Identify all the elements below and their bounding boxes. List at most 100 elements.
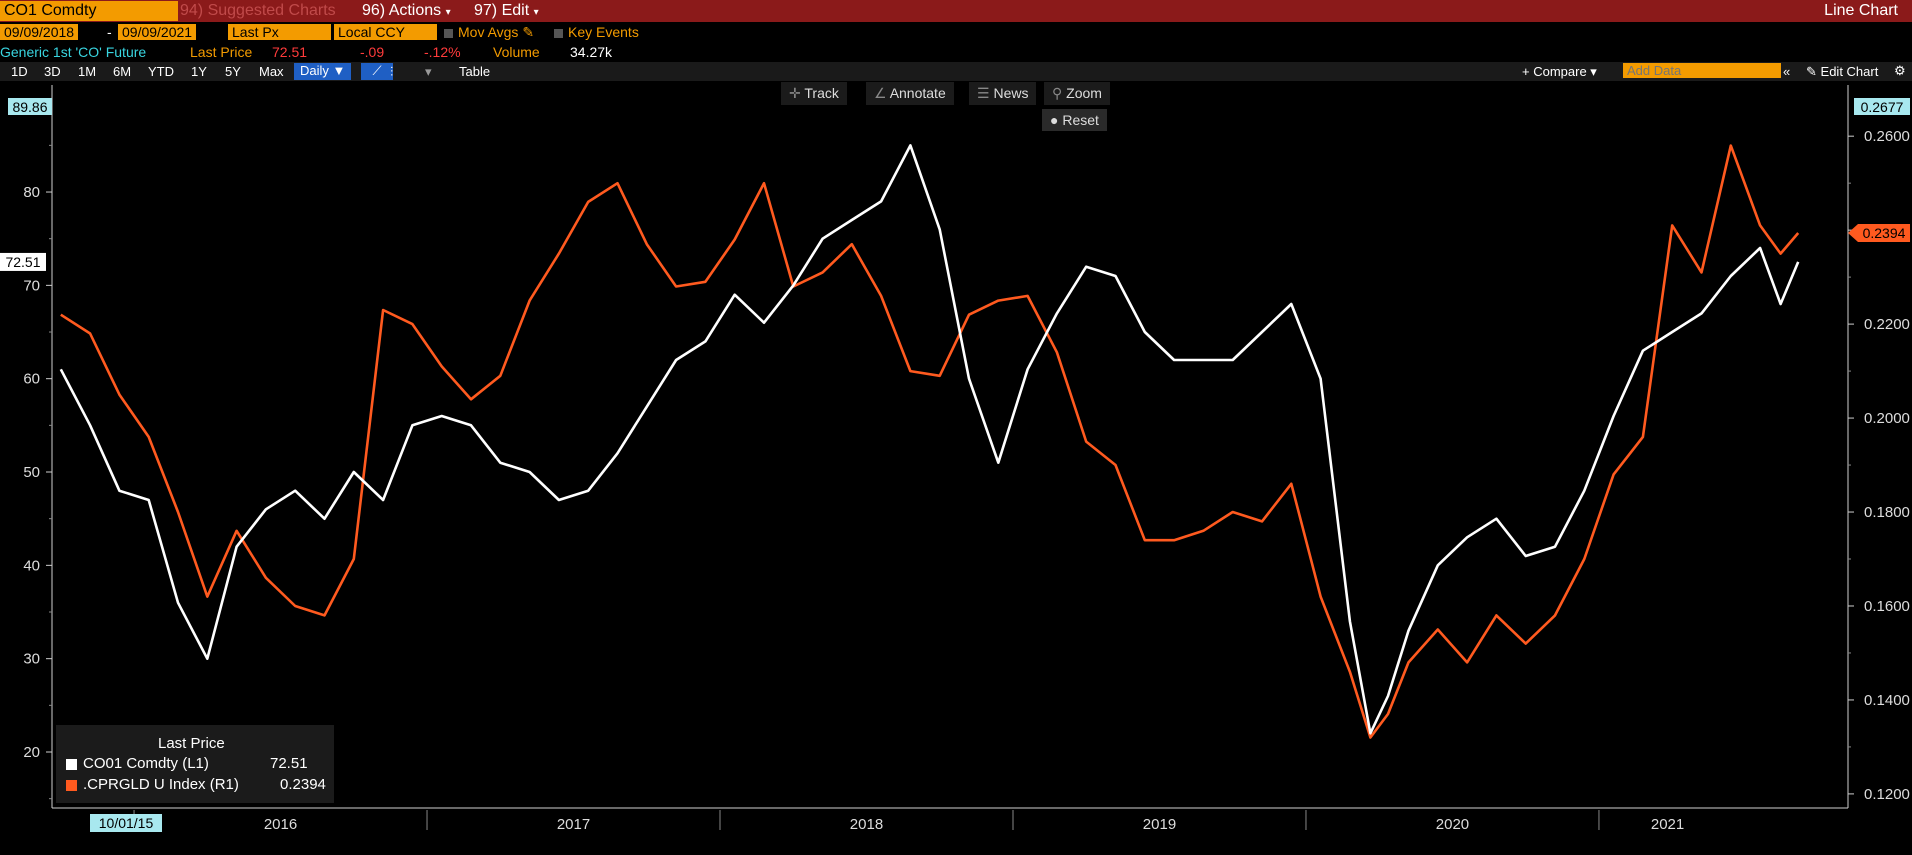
x-tick-label: 2021 (1651, 816, 1684, 833)
end-date-field[interactable]: 09/09/2021 (118, 24, 197, 40)
left-top-label-box (8, 98, 52, 115)
left-tick-label: 50 (23, 464, 40, 481)
chart-type-title: Line Chart (1824, 2, 1898, 19)
pencil-icon: ∠ (874, 85, 887, 101)
right-tick-label: 0.1200 (1864, 786, 1910, 803)
right-tick-label: 0.2000 (1864, 410, 1910, 427)
info-bar: Generic 1st 'CO' Future Last Price 72.51… (0, 43, 1912, 62)
right-tick-label: 0.1800 (1864, 504, 1910, 521)
right-top-label: 0.2677 (1861, 99, 1904, 115)
right-tick-label: 0.2600 (1864, 128, 1910, 145)
pct-change: -.12% (424, 44, 461, 60)
compare-button[interactable]: + Compare ▾ (1522, 64, 1597, 79)
legend-swatch-orange (66, 779, 77, 791)
search-icon: ⚲ (1052, 85, 1063, 101)
chevron-down-icon: ▾ (1590, 64, 1597, 79)
bar-style-icon[interactable]: ⫶ (390, 64, 394, 79)
key-events-toggle[interactable]: Key Events (554, 24, 639, 40)
chevron-down-icon: ▼ (332, 63, 346, 78)
frequency-select[interactable]: Daily ▼ (294, 63, 352, 80)
legend-title: Last Price (158, 735, 225, 752)
range-max[interactable]: Max (259, 64, 284, 79)
annotate-button[interactable]: ∠ Annotate (866, 82, 954, 105)
series-cprgld-line (60, 144, 1800, 739)
range-3d[interactable]: 3D (44, 64, 61, 79)
edit-chart-button[interactable]: ✎ Edit Chart (1806, 64, 1879, 79)
range-1d[interactable]: 1D (11, 64, 28, 79)
suggested-charts-menu[interactable]: 94) Suggested Charts (180, 2, 336, 19)
left-tick-label: 30 (23, 651, 40, 668)
collapse-icon[interactable]: « (1783, 64, 1791, 79)
right-tick-label: 0.2200 (1864, 316, 1910, 333)
checkbox-icon (554, 28, 563, 38)
chevron-down-icon: ▾ (445, 7, 451, 18)
right-last-value-label: 0.2394 (1863, 225, 1906, 241)
actions-menu[interactable]: 96) Actions ▾ (362, 2, 451, 19)
x-start-label: 10/01/15 (99, 815, 154, 831)
left-tick-label: 40 (23, 557, 40, 574)
table-button[interactable]: Table (459, 64, 491, 79)
checkbox-icon (444, 28, 453, 38)
legend-item-series1: CO01 Comdty (L1) (66, 755, 209, 772)
add-data-input[interactable] (1623, 63, 1781, 78)
range-6m[interactable]: 6M (113, 64, 132, 79)
right-axis: 0.12000.14000.16000.18000.20000.22000.24… (1847, 85, 1910, 808)
range-5y[interactable]: 5Y (225, 64, 241, 79)
x-tick-label: 2020 (1436, 816, 1469, 833)
volume-value: 34.27k (570, 44, 613, 60)
track-button[interactable]: ✛ Track (781, 82, 847, 105)
legend-item-series2: .CPRGLD U Index (R1) (66, 776, 239, 793)
top-bar: CO1 Comdty 94) Suggested Charts 96) Acti… (0, 0, 1912, 22)
line-chart[interactable]: 20 30 40 50 60 70 80 89.86 72.51 0.1200 0.1400 0.1… (0, 80, 1912, 855)
x-tick-label: 2016 (264, 816, 297, 833)
left-tick-label: 70 (23, 277, 40, 294)
mov-avgs-toggle[interactable]: Mov Avgs ✎ (444, 24, 534, 41)
last-price-value: 72.51 (272, 44, 308, 60)
field-select[interactable]: Last Px (228, 24, 331, 40)
x-start-label-box (90, 814, 162, 832)
ticker-field[interactable]: CO1 Comdty (0, 1, 178, 21)
range-1y[interactable]: 1Y (191, 64, 207, 79)
left-tick-label: 20 (23, 744, 40, 761)
chevron-down-icon[interactable]: ▾ (425, 64, 432, 79)
range-1m[interactable]: 1M (78, 64, 97, 79)
security-name: Generic 1st 'CO' Future (0, 44, 147, 60)
line-style-icon[interactable]: ⟋ (361, 63, 393, 80)
zoom-button[interactable]: ⚲ Zoom (1044, 82, 1110, 105)
legend-swatch-white (66, 758, 77, 770)
reset-icon: ● (1050, 112, 1059, 128)
left-tick-label: 60 (23, 371, 40, 388)
price-change: -.09 (360, 44, 385, 60)
x-tick-label: 2019 (1143, 816, 1176, 833)
currency-select[interactable]: Local CCY (334, 24, 437, 40)
news-button[interactable]: ☰ News (969, 82, 1037, 105)
edit-menu[interactable]: 97) Edit ▾ (474, 2, 539, 19)
start-date-field[interactable]: 09/09/2018 (0, 24, 79, 40)
left-tick-label: 80 (23, 184, 40, 201)
reset-button[interactable]: ● Reset (1042, 109, 1107, 131)
left-top-label: 89.86 (12, 99, 47, 115)
left-last-value-box (0, 252, 46, 271)
x-tick-label: 2017 (557, 816, 590, 833)
pencil-icon: ✎ (1806, 64, 1817, 79)
gear-icon[interactable]: ⚙ (1894, 63, 1906, 78)
x-axis: 10/01/15 2016 2017 2018 2019 2020 2021 (52, 807, 1848, 833)
right-last-value-box (1848, 223, 1910, 242)
news-icon: ☰ (977, 85, 990, 101)
series-co1-line (59, 144, 1800, 735)
range-ytd[interactable]: YTD (148, 64, 174, 79)
legend-value-series1: 72.51 (270, 755, 308, 772)
settings-bar: 09/09/2018 - 09/09/2021 Last Px Local CC… (0, 22, 1912, 43)
legend-value-series2: 0.2394 (280, 776, 326, 793)
x-tick-label: 2018 (850, 816, 883, 833)
left-last-value-label: 72.51 (5, 254, 40, 270)
right-tick-label: 0.1400 (1864, 692, 1910, 709)
pencil-icon: ✎ (522, 24, 535, 40)
series-layer (59, 144, 1800, 739)
chart-legend: Last Price CO01 Comdty (L1) 72.51 .CPRGL… (56, 725, 334, 803)
left-axis: 20 30 40 50 60 70 80 89.86 72.51 (0, 85, 53, 808)
range-bar: 1D 3D 1M 6M YTD 1Y 5Y Max Daily ▼ ⟋ ⫶ ▾ … (0, 62, 1912, 81)
volume-label: Volume (493, 44, 540, 60)
chevron-down-icon: ▾ (533, 7, 539, 18)
date-separator: - (107, 24, 112, 40)
